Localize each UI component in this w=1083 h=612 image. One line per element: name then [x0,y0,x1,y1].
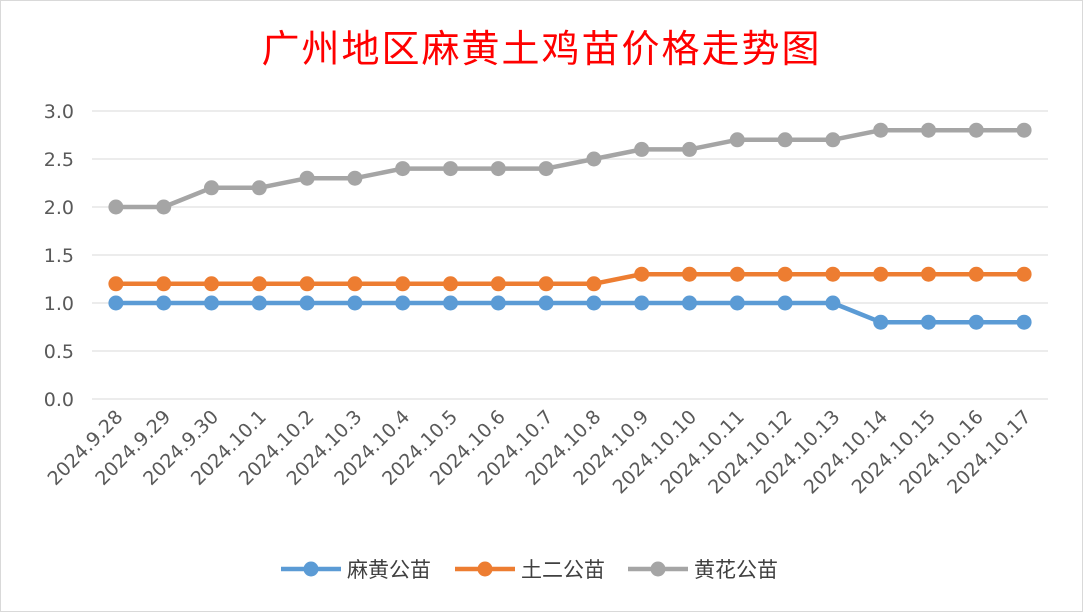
legend-label: 土二公苗 [521,558,605,582]
data-point [1016,266,1032,282]
data-point [108,276,124,292]
data-point [873,122,889,138]
y-axis-ticks: 0.0 0.5 1.0 1.5 2.0 2.5 3.0 [44,101,74,411]
data-point [443,161,458,177]
data-point [825,295,841,311]
data-point [204,180,219,196]
data-point [873,266,889,282]
y-tick-label: 1.5 [44,245,74,267]
legend-item: 黄花公苗 [628,558,778,582]
data-point [156,295,172,311]
data-point [347,295,363,311]
data-point [1016,314,1032,330]
data-point [1016,122,1032,138]
gridlines [92,110,1048,400]
data-point [538,276,554,292]
series-line [115,300,1025,325]
data-point [968,122,984,138]
legend-item: 土二公苗 [455,558,605,582]
y-tick-label: 3.0 [44,101,74,123]
data-point [443,276,458,292]
data-point [825,266,841,282]
series-1 [108,295,1032,330]
data-point [156,199,172,215]
data-point [729,295,745,311]
legend-swatch-marker [650,561,666,577]
legend-swatch-marker [477,561,493,577]
data-point [634,266,650,282]
y-tick-label: 0.0 [44,389,74,411]
data-point [538,295,554,311]
data-point [395,276,411,292]
data-point [682,266,697,282]
data-point [634,141,650,157]
data-point [777,132,793,148]
series-line [115,271,1025,287]
data-point [299,276,315,292]
legend-label: 黄花公苗 [694,558,778,582]
data-point [729,266,745,282]
data-point [586,295,602,311]
legend-item: 麻黄公苗 [281,558,431,582]
legend-swatch-marker [303,561,319,577]
data-point [395,161,411,177]
data-point [251,276,267,292]
data-point [299,170,315,186]
data-point [538,161,554,177]
y-tick-label: 2.0 [44,197,74,219]
data-point [490,161,506,177]
series-lines [108,122,1032,330]
data-point [347,170,363,186]
data-point [682,295,697,311]
y-tick-label: 2.5 [44,149,74,171]
data-point [156,276,172,292]
y-tick-label: 1.0 [44,293,74,315]
x-axis-ticks: 2024.9.282024.9.292024.9.302024.10.12024… [43,406,1035,498]
data-point [586,276,602,292]
data-point [108,199,124,215]
series-3 [108,122,1032,215]
data-point [395,295,411,311]
data-point [204,295,219,311]
data-point [968,314,984,330]
data-point [299,295,315,311]
chart-title: 广州地区麻黄土鸡苗价格走势图 [261,27,822,71]
data-point [968,266,984,282]
data-point [921,266,936,282]
data-point [634,295,650,311]
data-point [251,180,267,196]
data-point [921,314,936,330]
data-point [729,132,745,148]
data-point [490,276,506,292]
data-point [204,276,219,292]
data-point [873,314,889,330]
data-point [347,276,363,292]
data-point [777,295,793,311]
data-point [682,141,697,157]
legend: 麻黄公苗 土二公苗 黄花公苗 [281,558,778,582]
legend-label: 麻黄公苗 [347,558,431,582]
data-point [443,295,458,311]
series-2 [108,266,1032,292]
data-point [777,266,793,282]
data-point [108,295,124,311]
data-point [586,151,602,167]
data-point [825,132,841,148]
data-point [490,295,506,311]
data-point [251,295,267,311]
y-tick-label: 0.5 [44,341,74,363]
data-point [921,122,936,138]
series-line [115,127,1025,210]
